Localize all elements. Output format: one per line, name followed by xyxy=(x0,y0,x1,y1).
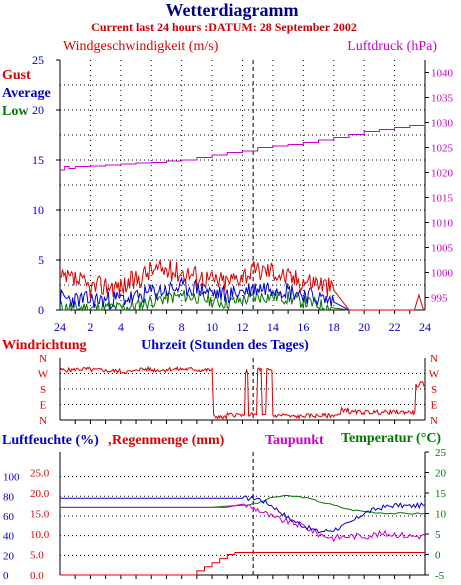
pressure-y-tick-label: 1000 xyxy=(431,268,454,280)
pressure-axis-label: Luftdruck (hPa) xyxy=(347,39,437,54)
humidity-y-tick-label: 60 xyxy=(3,511,15,523)
wind-speed-axis-label: Windgeschwindigkeit (m/s) xyxy=(63,39,219,54)
pressure-y-tick-label: 995 xyxy=(431,293,448,305)
chart-subtitle: Current last 24 hours :DATUM: 28 Septemb… xyxy=(91,20,357,34)
pressure-y-tick-label: 1020 xyxy=(431,168,454,180)
direction-y-tick-label-right: E xyxy=(431,400,438,412)
wind-y-tick-label: 25 xyxy=(32,53,44,67)
rain-y-tick-label: 0.0 xyxy=(30,570,44,582)
direction-y-tick-label-right: N xyxy=(430,353,438,365)
humidity-y-tick-label: 20 xyxy=(3,550,15,562)
humidity-label: Luftfeuchte (%) xyxy=(2,433,99,448)
rain-y-tick-label: 15.0 xyxy=(30,509,50,521)
wind-y-tick-label: 5 xyxy=(38,253,44,267)
pressure-y-tick-label: 1015 xyxy=(431,193,454,205)
time-x-tick-label: 24 xyxy=(54,320,66,334)
chart-title: Wetterdiagramm xyxy=(166,0,299,20)
direction-y-tick-label-right: N xyxy=(430,415,438,427)
wind-y-tick-label: 20 xyxy=(32,103,44,117)
wind-y-tick-label: 15 xyxy=(32,153,44,167)
rain-y-tick-label: 20.0 xyxy=(30,488,50,500)
wind-direction-label: Windrichtung xyxy=(2,338,87,353)
time-x-tick-label: 16 xyxy=(297,320,309,334)
time-axis-label: Uhrzeit (Stunden des Tages) xyxy=(141,338,309,353)
direction-y-tick-label-left: N xyxy=(39,353,47,365)
humidity-y-tick-label: 0 xyxy=(3,570,9,582)
temperature-y-tick-label: 5 xyxy=(435,529,441,541)
temperature-label: Temperatur (°C) xyxy=(341,431,441,446)
time-x-tick-label: 4 xyxy=(118,320,124,334)
humidity-y-tick-label: 100 xyxy=(3,472,20,484)
direction-y-tick-label-left: E xyxy=(40,400,47,412)
direction-y-tick-label-left: N xyxy=(39,415,47,427)
pressure-y-tick-label: 1005 xyxy=(431,243,454,255)
rain-y-tick-label: 10.0 xyxy=(30,529,50,541)
humidity-line xyxy=(60,495,426,534)
rain-label: Regenmenge (mm) xyxy=(112,433,225,448)
temperature-y-tick-label: 0 xyxy=(435,550,441,562)
temperature-y-tick-label: 20 xyxy=(435,468,447,480)
pressure-line xyxy=(60,124,426,171)
direction-y-tick-label-left: W xyxy=(38,369,49,381)
time-x-tick-label: 18 xyxy=(328,320,340,334)
direction-y-tick-label-left: S xyxy=(40,384,46,396)
direction-y-tick-label-right: W xyxy=(429,369,440,381)
pressure-y-tick-label: 1010 xyxy=(431,218,454,230)
humidity-y-tick-label: 40 xyxy=(3,531,15,543)
time-x-tick-label: 20 xyxy=(358,320,370,334)
time-x-tick-label: 14 xyxy=(267,320,279,334)
gust-wind-line xyxy=(59,259,424,311)
legend-low: Low xyxy=(2,104,29,119)
wind-direction-line xyxy=(59,365,426,421)
temperature-y-tick-label: 15 xyxy=(435,488,447,500)
time-x-tick-label: 6 xyxy=(148,320,154,334)
wind-y-tick-label: 10 xyxy=(32,203,44,217)
pressure-y-tick-label: 1040 xyxy=(431,68,454,80)
rain-label-comma: , xyxy=(108,433,112,448)
time-x-tick-label: 24 xyxy=(419,320,431,334)
pressure-y-tick-label: 1025 xyxy=(431,143,454,155)
legend-gust: Gust xyxy=(2,68,31,83)
time-x-tick-label: 12 xyxy=(237,320,249,334)
time-x-tick-label: 8 xyxy=(179,320,185,334)
rain-y-tick-label: 5.0 xyxy=(30,550,44,562)
direction-y-tick-label-right: S xyxy=(431,384,437,396)
time-x-tick-label: 10 xyxy=(206,320,218,334)
temperature-y-tick-label: 10 xyxy=(435,509,447,521)
rain-line xyxy=(60,552,425,576)
dewpoint-line xyxy=(60,503,426,543)
pressure-y-tick-label: 1035 xyxy=(431,93,454,105)
time-x-tick-label: 22 xyxy=(389,320,401,334)
temperature-y-tick-label: -5 xyxy=(435,570,445,582)
average-wind-line xyxy=(59,276,350,311)
time-x-tick-label: 2 xyxy=(87,320,93,334)
rain-y-tick-label: 25.0 xyxy=(30,468,50,480)
chart-marks: 2520151050104010351030102510201015101010… xyxy=(3,53,454,582)
dewpoint-label: Taupunkt xyxy=(265,433,324,448)
low-wind-line xyxy=(59,289,350,312)
pressure-y-tick-label: 1030 xyxy=(431,118,454,130)
wind-y-tick-label: 0 xyxy=(38,303,44,317)
temperature-y-tick-label: 25 xyxy=(435,447,447,459)
humidity-y-tick-label: 80 xyxy=(3,491,15,503)
legend-average: Average xyxy=(2,86,51,101)
